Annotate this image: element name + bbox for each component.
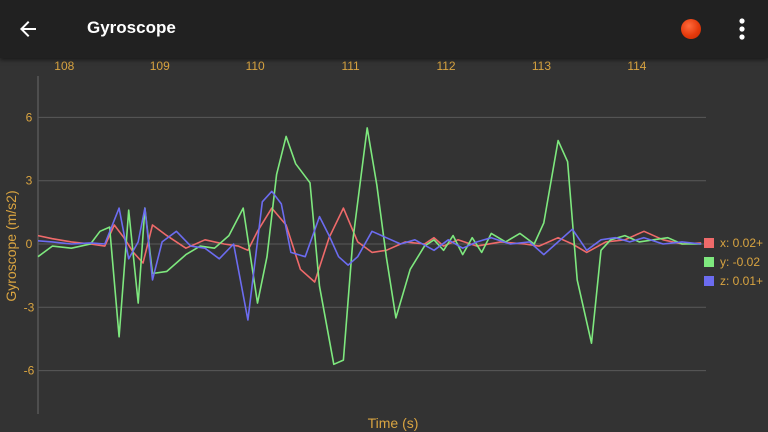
x-tick-label: 108 bbox=[54, 59, 74, 73]
x-tick-label: 112 bbox=[436, 59, 455, 73]
x-tick-label: 114 bbox=[627, 59, 646, 73]
y-axis-title: Gyroscope (m/s2) bbox=[3, 190, 19, 301]
y-tick-label: -6 bbox=[24, 364, 35, 378]
series-line-1 bbox=[37, 127, 702, 366]
legend-swatch-1 bbox=[704, 257, 714, 267]
y-tick-label: -3 bbox=[24, 300, 35, 314]
x-tick-label: 111 bbox=[341, 59, 360, 73]
page-title: Gyroscope bbox=[87, 18, 176, 37]
legend-label-0: x: 0.02+ bbox=[720, 236, 763, 250]
x-tick-label: 113 bbox=[532, 59, 551, 73]
legend-label-2: z: 0.01+ bbox=[720, 274, 763, 288]
series-line-0 bbox=[37, 207, 702, 283]
record-button[interactable] bbox=[678, 16, 704, 42]
overflow-menu-button[interactable] bbox=[726, 12, 758, 46]
y-tick-label: 0 bbox=[26, 237, 33, 251]
record-dot-icon bbox=[681, 19, 701, 39]
app-bar: Gyroscope bbox=[0, 0, 768, 58]
y-tick-labels: 6 3 0 -3 -6 bbox=[24, 110, 35, 377]
y-tick-label: 6 bbox=[26, 110, 33, 124]
y-tick-label: 3 bbox=[26, 174, 33, 188]
x-tick-label: 110 bbox=[246, 59, 265, 73]
chart-series bbox=[37, 127, 702, 366]
series-line-2 bbox=[37, 190, 702, 321]
x-tick-label: 109 bbox=[150, 59, 170, 73]
legend-swatch-0 bbox=[704, 238, 714, 248]
legend-label-1: y: -0.02 bbox=[720, 255, 760, 269]
legend-swatch-2 bbox=[704, 276, 714, 286]
x-tick-labels: 108 109 110 111 112 113 114 bbox=[54, 59, 646, 73]
chart-legend: x: 0.02+ y: -0.02 z: 0.01+ bbox=[704, 236, 763, 288]
arrow-left-icon bbox=[20, 21, 36, 37]
x-axis-title: Time (s) bbox=[368, 415, 419, 431]
back-button[interactable] bbox=[8, 9, 48, 49]
more-vert-icon bbox=[739, 18, 745, 40]
